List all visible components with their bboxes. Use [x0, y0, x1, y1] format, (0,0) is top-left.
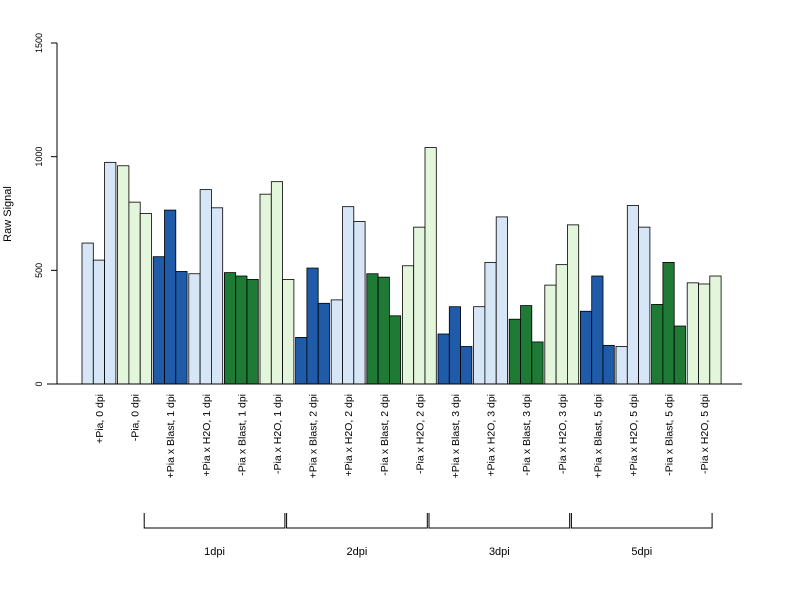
bar: [473, 306, 486, 385]
group-brackets: 1dpi 2dpi 3dpi 5dpi: [143, 513, 713, 558]
bar: [139, 213, 152, 385]
bar: [424, 147, 437, 385]
y-tick-label: 500: [34, 263, 44, 278]
category-label: +Pia x H2O, 5 dpi: [628, 394, 640, 477]
bar: [709, 275, 722, 385]
bar: [117, 165, 130, 385]
bar: [92, 259, 106, 385]
bar: [353, 221, 366, 385]
bar: [128, 201, 141, 385]
bar: [317, 302, 330, 385]
bar: [555, 264, 568, 385]
category-label: +Pia x Blast, 1 dpi: [165, 394, 177, 478]
y-axis: 0 500 1000 1500: [34, 33, 58, 387]
category-label: -Pia x Blast, 1 dpi: [236, 394, 248, 476]
bar: [306, 267, 319, 385]
bar: [401, 265, 415, 385]
bar: [580, 310, 593, 385]
bar: [544, 284, 557, 385]
category-label: -Pia x H2O, 3 dpi: [557, 394, 569, 474]
bar: [602, 344, 615, 385]
bar: [342, 206, 355, 385]
bar: [188, 273, 201, 385]
bar: [698, 283, 711, 385]
bar: [662, 261, 675, 385]
bar: [651, 304, 664, 385]
bar: [508, 318, 521, 385]
bar: [495, 216, 508, 385]
bar: [413, 226, 426, 385]
group-bracket: [143, 513, 286, 529]
bar: [638, 226, 651, 385]
group-bracket: [570, 513, 713, 529]
category-label: -Pia x H2O, 1 dpi: [272, 394, 284, 474]
bar: [223, 272, 237, 385]
bar: [259, 193, 272, 385]
bar: [282, 279, 295, 385]
bar: [531, 341, 544, 385]
bar: [175, 271, 188, 385]
bar: [164, 209, 177, 385]
bar: [686, 282, 699, 385]
category-label: -Pia, 0 dpi: [130, 394, 142, 441]
category-label: +Pia x Blast, 3 dpi: [450, 394, 462, 478]
category-label: -Pia x H2O, 5 dpi: [699, 394, 711, 474]
bar: [81, 242, 94, 385]
group-label: 3dpi: [489, 546, 510, 558]
bar: [104, 161, 117, 385]
bar: [484, 261, 497, 385]
bar: [437, 333, 450, 385]
bar: [591, 275, 604, 385]
bar: [388, 315, 402, 385]
category-label: +Pia x H2O, 1 dpi: [201, 394, 213, 477]
y-tick-label: 0: [34, 381, 44, 386]
bar: [295, 336, 308, 385]
y-tick-label: 1500: [34, 33, 44, 53]
category-label: -Pia x H2O, 2 dpi: [414, 394, 426, 474]
group-label: 5dpi: [631, 546, 652, 558]
y-tick-label: 1000: [34, 147, 44, 167]
bar: [270, 181, 283, 385]
bar: [152, 256, 165, 385]
bar: [615, 346, 628, 385]
group-label: 2dpi: [347, 546, 368, 558]
bars: [81, 147, 722, 385]
category-label: -Pia x Blast, 3 dpi: [521, 394, 533, 476]
bar: [567, 224, 580, 385]
bar: [210, 207, 224, 385]
y-axis-title: Raw Signal: [2, 186, 14, 242]
bar: [626, 205, 639, 385]
group-label: 1dpi: [204, 546, 225, 558]
category-label: +Pia x Blast, 2 dpi: [308, 394, 320, 478]
bar: [366, 273, 379, 385]
bar: [520, 305, 533, 385]
category-label: +Pia, 0 dpi: [94, 394, 106, 444]
category-label: +Pia x Blast, 5 dpi: [592, 394, 604, 478]
category-label: -Pia x Blast, 5 dpi: [664, 394, 676, 476]
category-label: -Pia x Blast, 2 dpi: [379, 394, 391, 476]
bar: [377, 276, 390, 385]
bar: [235, 275, 248, 385]
bar: [199, 189, 212, 385]
bar: [448, 306, 461, 385]
group-bracket: [428, 513, 571, 529]
bar: [330, 299, 343, 385]
category-label: +Pia x H2O, 2 dpi: [343, 394, 355, 477]
bar: [246, 279, 259, 385]
group-bracket: [286, 513, 428, 529]
bar: [673, 325, 686, 385]
category-labels: +Pia, 0 dpi -Pia, 0 dpi +Pia x Blast, 1 dp…: [94, 394, 711, 478]
category-label: +Pia x H2O, 3 dpi: [486, 394, 498, 477]
bar: [460, 346, 473, 385]
